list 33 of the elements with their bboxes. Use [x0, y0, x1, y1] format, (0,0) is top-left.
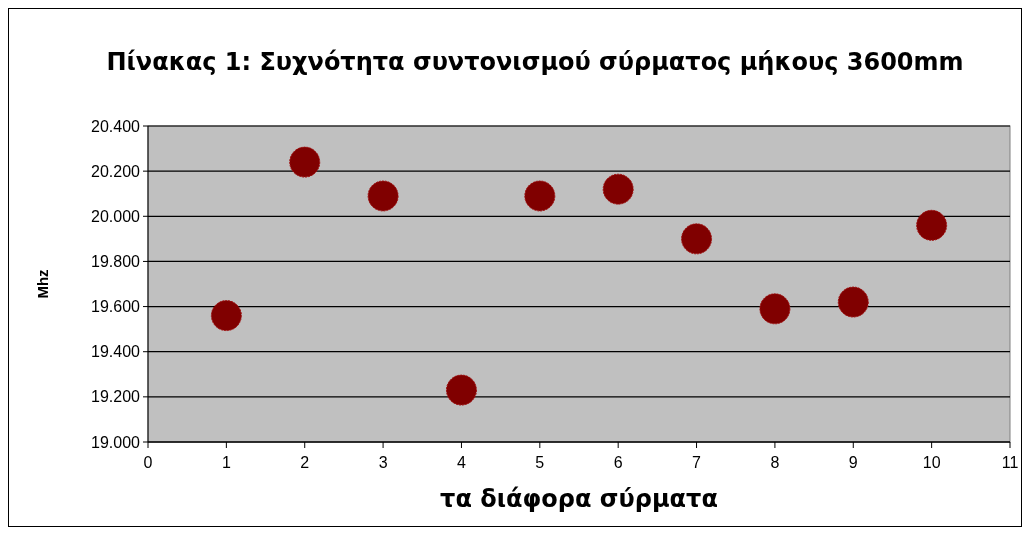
point: [837, 286, 869, 318]
point: [289, 146, 321, 178]
x-tick-label: 0: [143, 454, 153, 471]
point: [916, 209, 948, 241]
y-tick-label: 19.600: [91, 298, 141, 316]
y-tick-label: 20.400: [91, 117, 141, 135]
point: [681, 223, 713, 255]
x-tick-label: 8: [770, 454, 780, 471]
x-tick-label: 1: [221, 454, 231, 471]
y-tick-label: 19.800: [91, 253, 141, 271]
x-tick-label: 5: [535, 454, 545, 471]
y-axis-title: Mhz: [34, 269, 51, 299]
x-tick-label: 2: [300, 454, 310, 471]
point: [210, 300, 242, 332]
x-tick-label: 6: [613, 454, 623, 471]
x-tick-label: 11: [1001, 454, 1019, 471]
y-tick-label: 19.000: [91, 433, 141, 451]
point: [524, 180, 556, 212]
y-tick-label: 19.400: [91, 343, 141, 361]
x-tick-label: 3: [378, 454, 388, 471]
x-tick-label: 9: [848, 454, 858, 471]
point: [602, 173, 634, 205]
y-tick-label: 20.200: [91, 162, 141, 180]
x-tick-label: 4: [457, 454, 466, 471]
x-axis-title: τα διάφορα σύρματα: [440, 485, 718, 513]
chart-title: Πίνακας 1: Συχνότητα συντονισμού σύρματος μήκους 3600mm: [106, 48, 964, 76]
point: [367, 180, 399, 212]
y-tick-label: 19.200: [91, 388, 141, 406]
x-tick-label: 10: [922, 454, 941, 471]
point: [759, 293, 791, 325]
point: [445, 374, 477, 406]
y-tick-label: 20.000: [91, 207, 141, 225]
x-tick-label: 7: [692, 454, 702, 471]
